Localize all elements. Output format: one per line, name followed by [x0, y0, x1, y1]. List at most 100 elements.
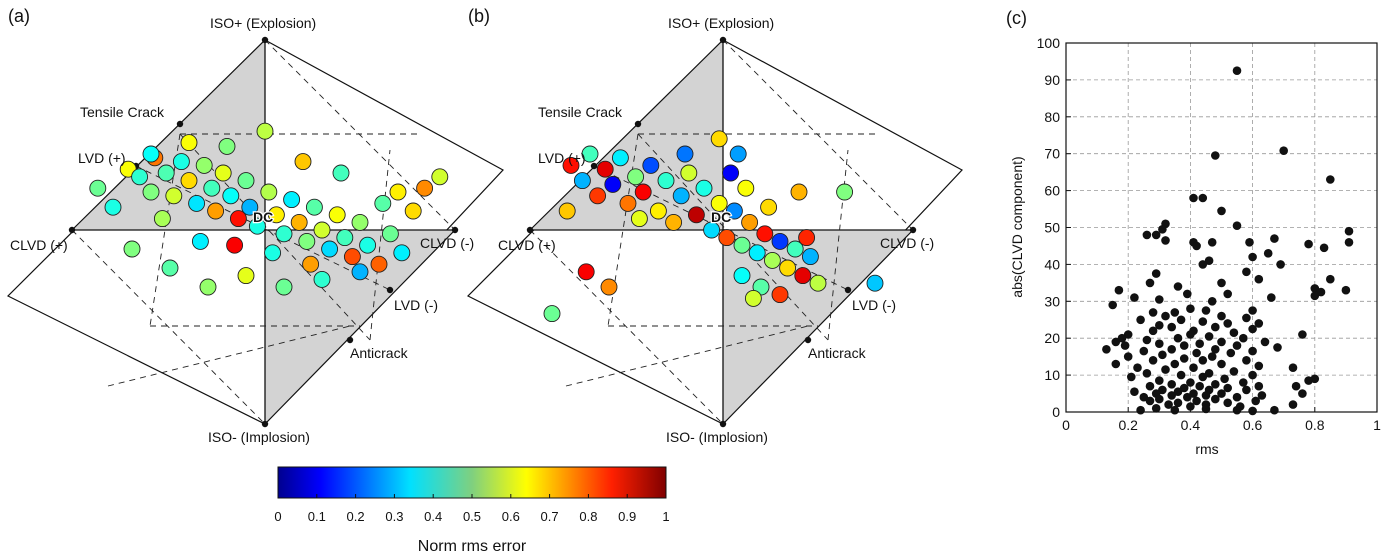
diagram-point	[836, 183, 854, 201]
colorbar-tick-label: 0.3	[385, 509, 403, 524]
panel-a-label-lvd-minus: LVD (-)	[394, 297, 438, 313]
diagram-point	[779, 259, 797, 277]
panel-c-point	[1248, 306, 1257, 315]
panel-c-point	[1198, 372, 1208, 382]
panel-c-point	[1189, 193, 1198, 203]
panel-c-point	[1201, 391, 1211, 400]
panel-c-point	[1192, 348, 1201, 358]
panel-c-point	[1136, 315, 1145, 325]
diagram-point	[237, 267, 255, 285]
colorbar-tick-label: 0.6	[502, 509, 520, 524]
panel-b-tag: (b)	[468, 6, 490, 26]
diagram-point	[866, 274, 884, 292]
diagram-point	[589, 187, 607, 205]
diagram-point	[153, 210, 171, 228]
panel-c-point	[1316, 287, 1326, 297]
diagram-point	[248, 217, 266, 235]
panel-a-label-iso-plus: ISO+ (Explosion)	[210, 15, 316, 31]
panel-c-point	[1151, 230, 1161, 240]
panel-c-point	[1201, 306, 1211, 315]
panel-c-point	[1204, 369, 1214, 378]
panel-c-point	[1102, 345, 1111, 354]
panel-c-point	[1232, 405, 1242, 415]
panel-c-point	[1170, 308, 1180, 317]
panel-c-point	[1326, 175, 1335, 184]
panel-c-point	[1186, 330, 1195, 339]
panel-c-point	[1161, 311, 1170, 321]
diagram-point	[203, 179, 221, 197]
panel-c-point	[1164, 400, 1173, 409]
colorbar-gradient	[277, 466, 667, 499]
panel-c-point	[1298, 330, 1307, 339]
panel-c-point	[1183, 289, 1192, 299]
panel-c-point	[1111, 337, 1121, 347]
diagram-point	[214, 164, 232, 182]
panel-c-point	[1173, 333, 1183, 343]
panel-a-label-dc: DC	[253, 209, 273, 225]
panel-c-point	[1173, 282, 1183, 291]
panel-c-point	[1142, 335, 1152, 345]
panel-c-point	[1211, 322, 1220, 332]
panel-c-point	[1273, 343, 1282, 352]
panel-c-point	[1248, 324, 1257, 334]
diagram-point	[676, 145, 694, 163]
panel-c-point	[1148, 356, 1158, 365]
panel-c-point	[1192, 241, 1201, 251]
panel-c-point	[1176, 370, 1186, 380]
panel-c-point	[1127, 372, 1136, 382]
panel-c-point	[1161, 365, 1170, 374]
diagram-point	[336, 229, 354, 247]
panel-c-point	[1183, 392, 1192, 402]
panel-c-point	[1248, 252, 1257, 262]
diagram-point	[733, 267, 751, 285]
panel-c-point	[1217, 359, 1226, 369]
diagram-point	[123, 240, 141, 258]
diagram-point	[748, 244, 766, 262]
diagram-point	[431, 168, 449, 186]
panel-c-point	[1207, 297, 1217, 306]
panel-c-xtick-label: 1	[1373, 417, 1381, 433]
diagram-point	[722, 164, 740, 182]
panel-c-point	[1189, 363, 1198, 373]
panel-c-point	[1186, 304, 1195, 314]
diagram-point	[305, 198, 323, 216]
panel-c-point	[1217, 389, 1226, 398]
panel-c-point	[1251, 396, 1260, 406]
diagram-point	[180, 134, 198, 152]
panel-c-point	[1120, 341, 1130, 350]
panel-a-edge-lr	[264, 229, 456, 425]
panel-c-point	[1158, 225, 1167, 234]
panel-c-point	[1279, 146, 1288, 155]
panel-c-point	[1248, 370, 1257, 380]
panel-c-point	[1167, 391, 1176, 400]
diagram-point	[634, 183, 652, 201]
panel-c-point	[1220, 374, 1229, 384]
panel-c-point	[1288, 400, 1298, 409]
panel-c-point	[1211, 345, 1220, 354]
panel-a-scatter	[89, 122, 449, 296]
diagram-point	[543, 305, 561, 323]
diagram-point	[359, 236, 377, 254]
panel-c-point	[1158, 350, 1167, 360]
panel-c-ytick-label: 50	[1044, 220, 1060, 236]
panel-c-point	[1158, 385, 1167, 395]
panel-c-point	[1170, 359, 1180, 369]
diagram-point	[416, 179, 434, 197]
panel-c-point	[1254, 319, 1264, 328]
diagram-point	[89, 179, 107, 197]
panel-c-point	[1298, 389, 1307, 398]
diagram-point	[313, 270, 331, 288]
panel-c-point	[1155, 295, 1164, 304]
panel-c-point	[1254, 381, 1264, 391]
panel-c-point	[1198, 356, 1208, 365]
panel-c-point	[1204, 256, 1214, 266]
panel-c-point	[1142, 230, 1152, 240]
panel-c-point	[1229, 367, 1239, 376]
panel-a: (a) ISO+ (Explo	[6, 6, 504, 445]
diagram-point	[737, 179, 755, 197]
diagram-point	[627, 168, 645, 186]
panel-c-point	[1111, 359, 1121, 369]
diagram-point	[290, 213, 308, 231]
diagram-point	[222, 187, 240, 205]
